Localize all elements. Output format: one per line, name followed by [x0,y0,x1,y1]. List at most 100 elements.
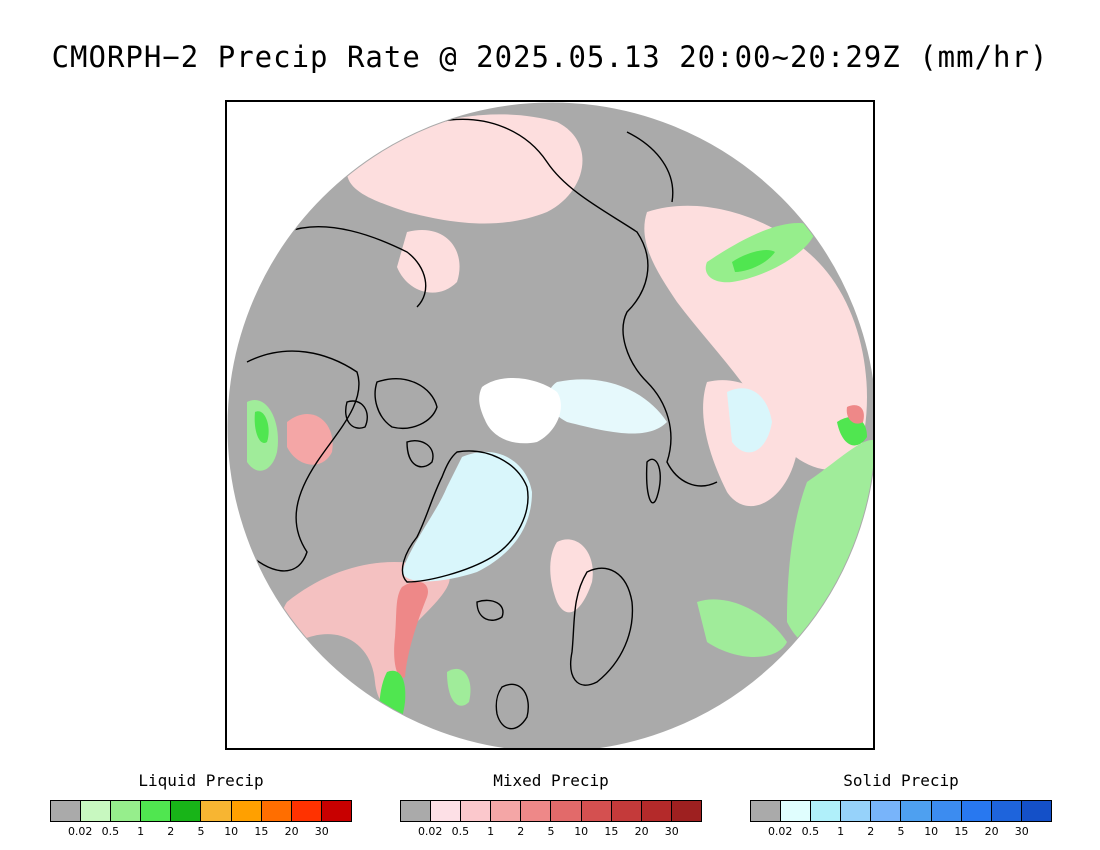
legend-tick-label: 20 [984,825,999,838]
legend-swatch [461,801,492,821]
legend-swatch [931,801,962,821]
legend-swatch [841,801,872,821]
legend-swatch [611,801,642,821]
legend-swatch [781,801,812,821]
legend-swatch [491,801,522,821]
north-america-liquid-core [254,411,269,443]
map-disk-edge [227,102,873,748]
legend-swatch [641,801,672,821]
legend-tick-label: 20 [634,825,649,838]
north-atlantic-core [394,581,428,678]
polar-map [225,100,875,750]
alaska-coast [286,225,427,308]
legend-swatch [751,801,782,821]
legend-tick-label: 5 [897,825,905,838]
legend-swatch [51,801,82,821]
coastlines [246,118,718,730]
iceland-coast [476,599,504,621]
greenland-coast [401,450,529,583]
legend-swatch [961,801,992,821]
mixed-legend-title: Mixed Precip [493,771,609,790]
kamchatka-coast [626,131,674,203]
central-asia-liquid-precip [697,599,787,657]
scandinavia-mixed-precip [550,539,593,613]
legend-swatch [81,801,112,821]
britain-coast [495,683,529,730]
legend-tick-label: 2 [517,825,525,838]
legend-tick-label: 2 [867,825,875,838]
legend-tick-label: 0.5 [451,825,470,838]
mixed-legend: Mixed Precip 0.02 0.5 1 2 5 10 15 20 30 [400,770,702,839]
canadian-archipelago-coast [345,378,438,468]
legend-swatch [991,801,1022,821]
siberia-mixed-precip [347,114,583,224]
legend-tick-label: 2 [167,825,175,838]
legend-swatch [141,801,172,821]
legend-tick-label: 0.5 [801,825,820,838]
legend-swatch [551,801,582,821]
legend-tick-label: 15 [604,825,619,838]
siberia-solid-precip [727,388,772,453]
arctic-solid-precip [548,379,667,434]
solid-legend: Solid Precip 0.02 0.5 1 2 5 10 15 20 30 [750,770,1052,839]
legend-swatch [321,801,351,821]
legend-swatch [901,801,932,821]
legend-tick-label: 10 [224,825,239,838]
greenland-solid-precip [402,451,532,582]
legend-swatch [261,801,292,821]
liquid-tick-labels: 0.02 0.5 1 2 5 10 15 20 30 [50,825,352,839]
legend-swatch [111,801,142,821]
pole-no-data [479,377,561,444]
legend-swatch [811,801,842,821]
legend-tick-label: 1 [837,825,845,838]
polar-map-svg [227,102,873,748]
legend-tick-label: 30 [664,825,679,838]
legend-tick-label: 0.02 [767,825,793,838]
legend-swatch [431,801,462,821]
legend-swatch [581,801,612,821]
north-america-coast [246,350,360,572]
liquid-color-bar [50,800,352,822]
legend-tick-label: 10 [574,825,589,838]
mixed-color-bar [400,800,702,822]
scandinavia-coast [570,567,634,686]
hudson-mixed-precip [287,413,333,465]
legend-tick-label: 5 [547,825,555,838]
legend-tick-label: 0.5 [101,825,120,838]
asia-mixed-core [846,405,864,424]
legend-tick-label: 1 [137,825,145,838]
novaya-zemlya-coast [645,458,661,504]
legend-swatch [871,801,902,821]
russia-liquid-core [732,250,775,272]
legend-tick-label: 20 [284,825,299,838]
legend-tick-label: 15 [954,825,969,838]
legend-swatch [401,801,432,821]
legend-swatch [521,801,552,821]
europe-liquid-precip [447,668,471,706]
alaska-mixed-precip [397,230,460,293]
legend-tick-label: 0.02 [67,825,93,838]
legend-tick-label: 0.02 [417,825,443,838]
legend-tick-label: 10 [924,825,939,838]
legend-tick-label: 5 [197,825,205,838]
asia-liquid-core [837,417,867,446]
map-title: CMORPH−2 Precip Rate @ 2025.05.13 20:00~… [51,40,1049,74]
legend-swatch [171,801,202,821]
legend-tick-label: 30 [314,825,329,838]
legend-swatch [671,801,701,821]
solid-color-bar [750,800,1052,822]
legend-swatch [291,801,322,821]
legend-swatch [1021,801,1051,821]
russia-mixed-precip [644,205,867,470]
liquid-legend: Liquid Precip 0.02 0.5 1 2 5 10 15 20 30 [50,770,352,839]
siberia-coast [436,118,718,487]
legend-tick-label: 1 [487,825,495,838]
legend-tick-label: 30 [1014,825,1029,838]
liquid-legend-title: Liquid Precip [138,771,264,790]
legend-swatch [231,801,262,821]
legend-tick-label: 15 [254,825,269,838]
mixed-tick-labels: 0.02 0.5 1 2 5 10 15 20 30 [400,825,702,839]
legend-swatch [201,801,232,821]
solid-legend-title: Solid Precip [843,771,959,790]
solid-tick-labels: 0.02 0.5 1 2 5 10 15 20 30 [750,825,1052,839]
